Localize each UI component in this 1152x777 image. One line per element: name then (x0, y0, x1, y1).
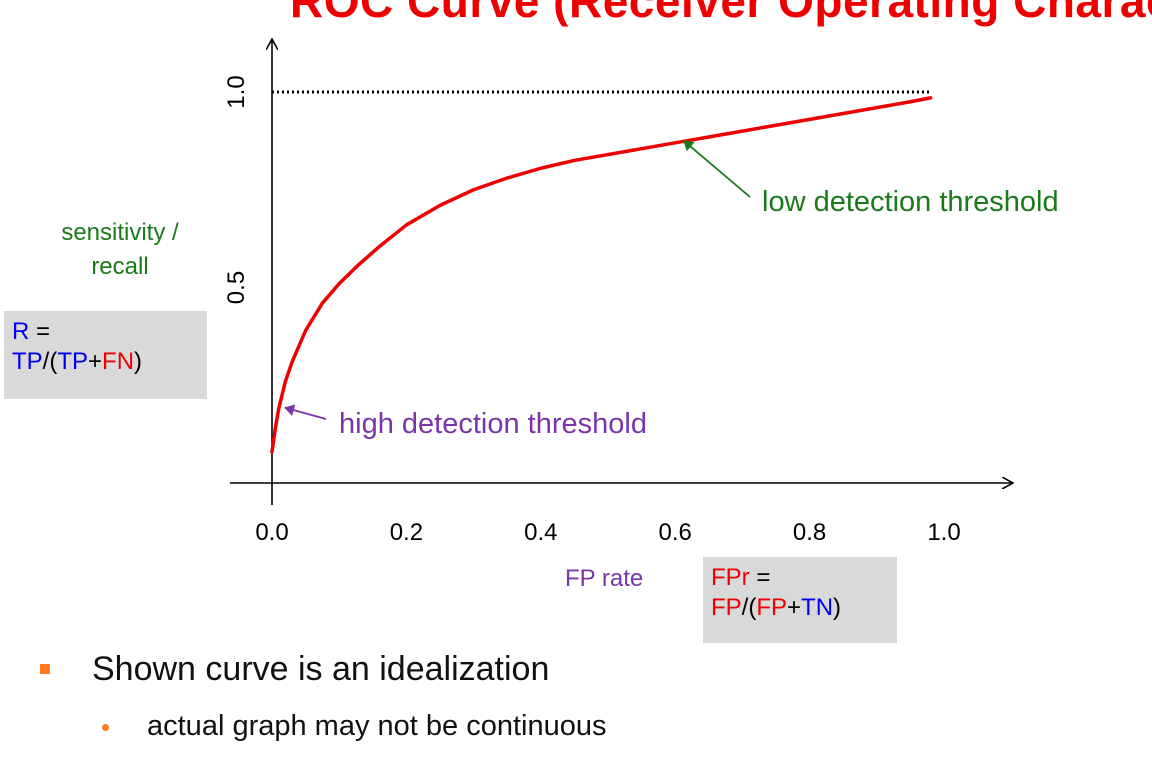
recall-open-paren: /( (42, 348, 58, 375)
recall-formula-box: R = TP/(TP+FN) (4, 311, 207, 399)
fpr-plus: + (787, 594, 802, 621)
x-tick-label: 0.2 (390, 519, 423, 546)
fpr-equals: = (749, 564, 771, 591)
fpr-close-paren: ) (833, 594, 842, 621)
high-threshold-label: high detection threshold (339, 408, 647, 440)
square-bullet-icon (40, 664, 50, 674)
y-axis-label: sensitivity / recall (22, 216, 218, 284)
fp-term-2: FP (756, 594, 788, 621)
x-tick-label: 0.6 (659, 519, 692, 546)
high-threshold-arrow (284, 404, 327, 420)
bullet-item-2-text: actual graph may not be continuous (147, 710, 607, 742)
bullet-item-1-text: Shown curve is an idealization (92, 650, 550, 688)
recall-symbol: R (12, 318, 30, 345)
y-tick-label: 0.5 (223, 271, 250, 304)
fpr-formula-line2: FP/(FP+TN) (711, 593, 889, 623)
recall-close-paren: ) (134, 348, 143, 375)
tn-term: TN (801, 594, 834, 621)
x-tick-label: 0.0 (255, 519, 288, 546)
recall-equals: = (29, 318, 51, 345)
x-tick-label: 0.4 (524, 519, 557, 546)
recall-formula-line2: TP/(TP+FN) (12, 347, 199, 377)
recall-plus: + (88, 348, 103, 375)
x-tick-label: 0.8 (793, 519, 826, 546)
fp-term: FP (711, 594, 742, 621)
fpr-open-paren: /( (741, 594, 757, 621)
y-tick-label: 1.0 (223, 75, 250, 108)
roc-curve (270, 96, 933, 454)
fpr-formula-line1: FPr = (711, 563, 889, 593)
round-bullet-icon (102, 724, 109, 731)
fpr-formula-box: FPr = FP/(FP+TN) (703, 557, 897, 643)
slide-title-fragment: ROC Curve (Receiver Operating Characteri… (0, 0, 1152, 34)
low-threshold-label: low detection threshold (762, 186, 1059, 218)
recall-formula-line1: R = (12, 317, 199, 347)
x-axis-label: FP rate (565, 565, 644, 592)
slide-title: ROC Curve (Receiver Operating Characteri… (290, 0, 1152, 27)
tp-term: TP (12, 348, 43, 375)
fn-term: FN (102, 348, 135, 375)
low-threshold-arrow (683, 140, 751, 198)
y-axis-label-line2: recall (91, 253, 149, 280)
fpr-symbol: FPr (711, 564, 750, 591)
y-axis-label-line1: sensitivity / (61, 219, 179, 246)
tp-term-2: TP (57, 348, 89, 375)
x-tick-label: 1.0 (927, 519, 960, 546)
